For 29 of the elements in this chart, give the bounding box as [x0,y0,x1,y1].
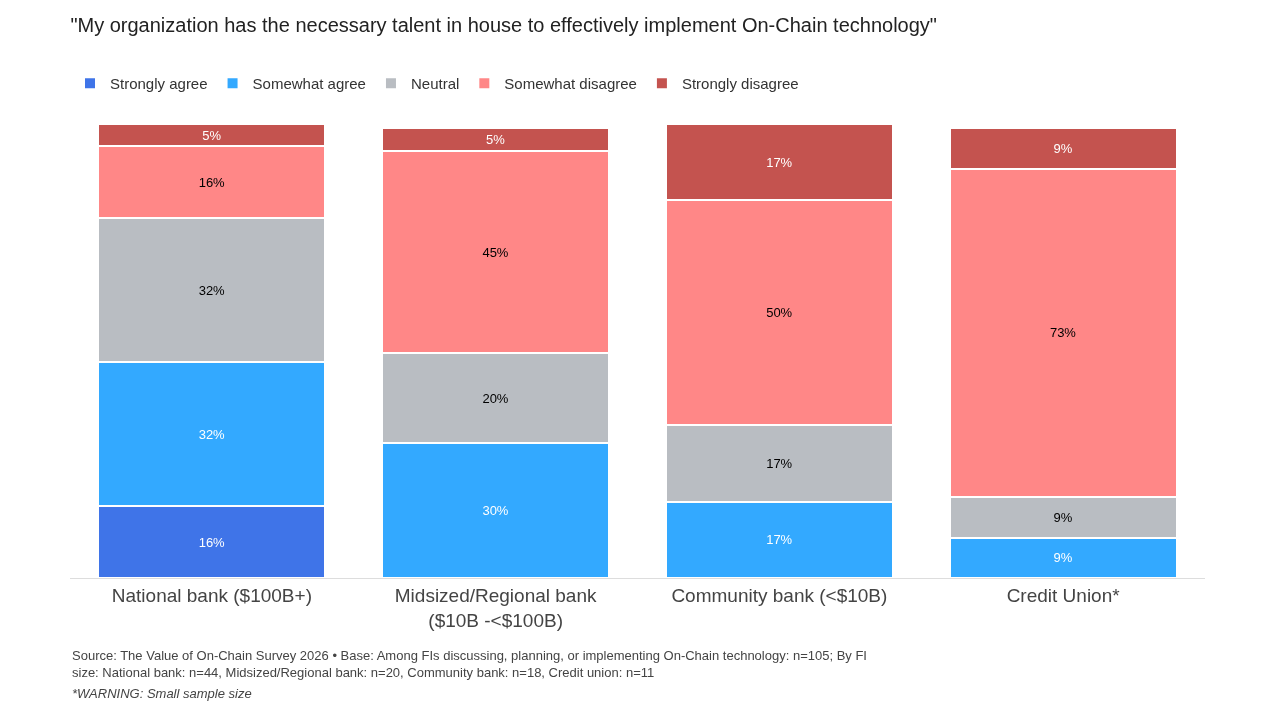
data-label: 45% [482,244,509,260]
data-label: 50% [766,305,793,321]
data-label: 5% [202,127,222,143]
data-label: 32% [198,282,226,298]
data-label: 9% [1053,550,1073,566]
data-label: 9% [1053,141,1073,157]
data-label: 20% [482,390,509,406]
x-tick-label: Midsized/Regional bank ($10B -<$100B) [394,584,597,631]
legend-label: Strongly disagree [681,75,799,93]
legend-label: Strongly agree [110,75,208,93]
source-note: Source: The Value of On-Chain Survey 2026 • Base: Among FIs discussing, planning, or implementing On-Chain technology: n=105; By FI size: National bank: n=44, Midsized/Regional bank: n=20, Community bank: n=18, Credit union: n=11 [72,648,867,680]
data-label: 17% [766,154,793,170]
x-tick-label: National bank ($100B+) [111,584,312,606]
data-label: 17% [766,532,793,548]
legend-label: Neutral [410,75,460,93]
data-label: 9% [1053,509,1073,525]
text: *WARNING: Small sample size [72,686,252,701]
data-label: 32% [198,426,226,442]
data-label: 16% [198,534,226,550]
legend-label: Somewhat disagree [504,75,637,93]
data-label: 5% [486,132,506,148]
data-label: 30% [482,503,509,519]
chart-title: "My organization has the necessary talent in house to effectively implement On-Chain technology" [70,14,937,36]
data-label: 17% [766,455,793,471]
legend-label: Somewhat agree [252,75,366,93]
x-tick-label: Credit Union* [1006,584,1121,606]
x-tick-label: Community bank (<$10B) [671,584,888,606]
data-label: 16% [198,174,226,190]
data-label: 73% [1049,325,1077,341]
